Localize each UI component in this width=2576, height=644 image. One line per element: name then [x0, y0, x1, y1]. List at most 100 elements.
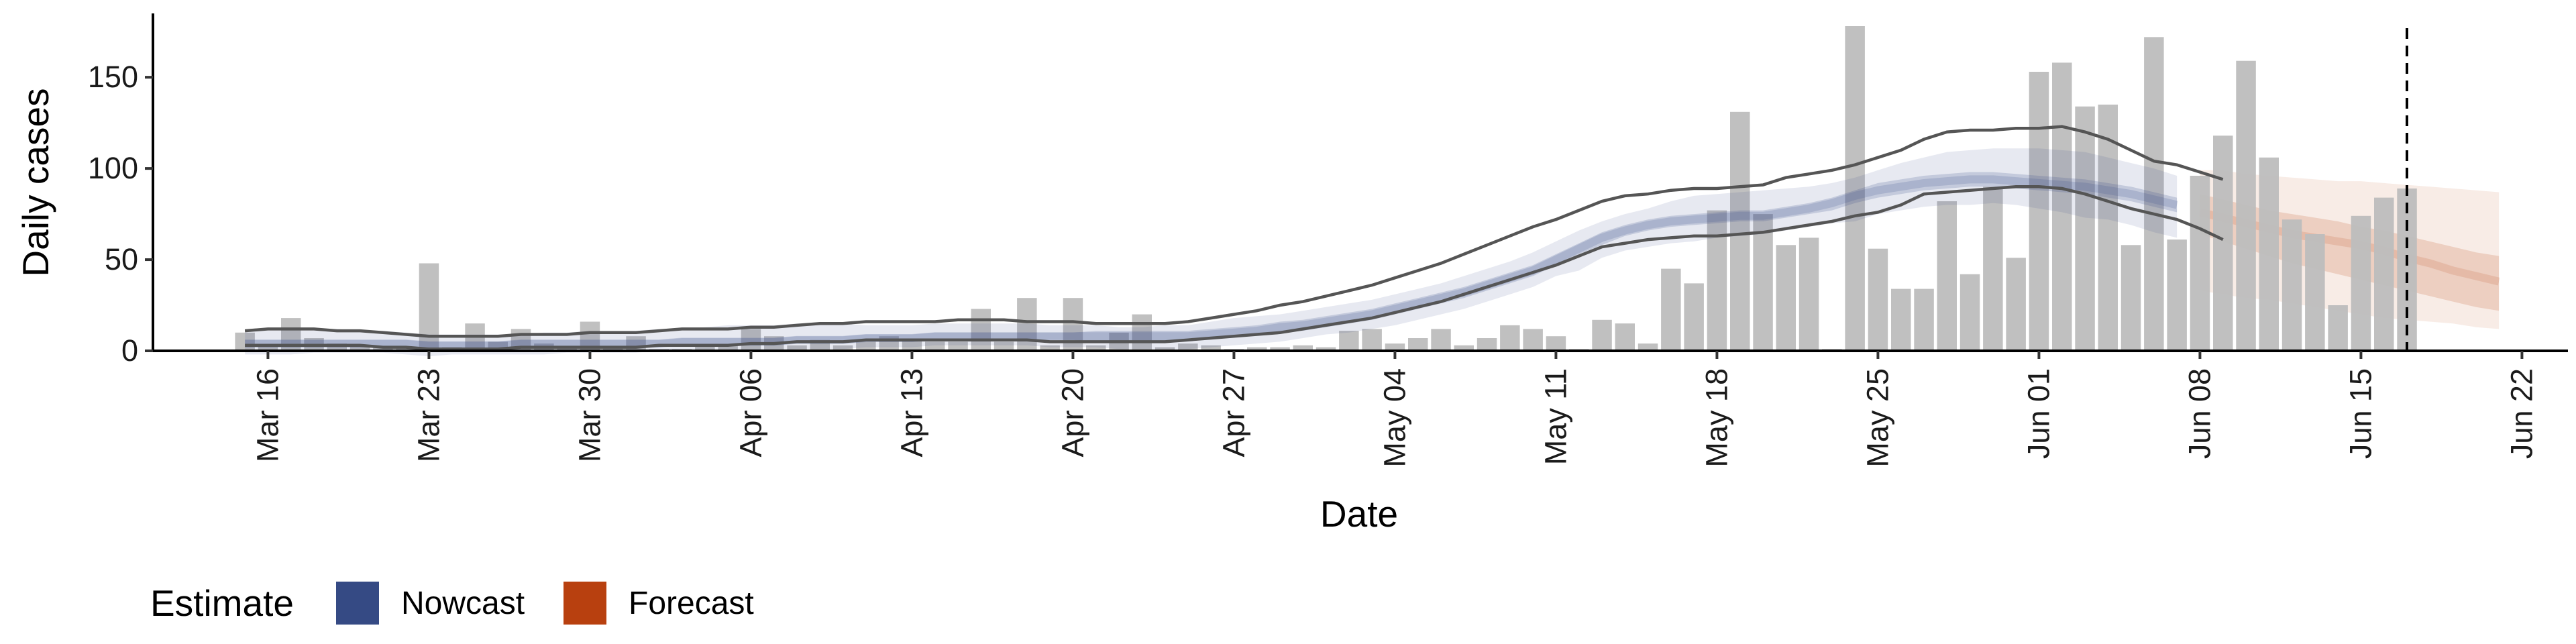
case-bar	[1891, 288, 1911, 351]
case-bar	[2374, 197, 2394, 351]
case-bar	[1316, 347, 1336, 351]
case-bar	[2167, 239, 2187, 351]
upper-bound-line	[244, 125, 2224, 338]
case-bar	[856, 341, 876, 351]
x-tick-label: Apr 13	[894, 368, 928, 458]
case-bar	[1293, 345, 1313, 351]
case-bar	[1661, 268, 1681, 351]
legend-title: Estimate	[150, 582, 294, 624]
case-bar	[1339, 331, 1359, 351]
y-tick-label: 100	[88, 151, 138, 185]
case-bar	[1546, 336, 1566, 351]
lower-bound-line	[245, 185, 2224, 351]
x-tick-label: May 25	[1860, 368, 1894, 468]
case-bar	[902, 339, 922, 351]
case-bar	[1914, 288, 1934, 351]
x-tick-label: Mar 23	[411, 368, 445, 462]
x-tick-label: May 04	[1377, 368, 1411, 468]
case-bar	[1017, 298, 1037, 351]
case-bar	[1638, 343, 1658, 351]
case-bar	[994, 341, 1014, 351]
nowcast-band-90	[245, 148, 2178, 357]
x-tick-label: Jun 08	[2182, 368, 2216, 459]
case-bar	[1247, 347, 1267, 351]
case-bar	[1040, 345, 1060, 351]
y-tick-label: 50	[105, 242, 138, 276]
case-bar	[1132, 314, 1152, 351]
legend-swatch-forecast	[564, 582, 606, 625]
nowcast-layer	[245, 148, 2178, 357]
case-bar	[396, 347, 416, 351]
legend-label-nowcast: Nowcast	[401, 586, 525, 621]
case-bar	[2282, 219, 2302, 351]
case-bar	[1155, 347, 1175, 351]
case-bar	[2397, 189, 2417, 351]
x-tick-label: Apr 06	[733, 368, 767, 458]
case-bar	[327, 343, 347, 351]
x-tick-label: Jun 01	[2021, 368, 2055, 459]
case-bar	[1776, 245, 1796, 351]
case-bar	[1086, 345, 1106, 351]
case-bar	[1983, 186, 2003, 351]
case-bar	[2144, 37, 2164, 352]
nowcast-band-30	[245, 172, 2178, 350]
case-bar	[1454, 345, 1474, 351]
case-bar	[603, 347, 623, 351]
case-bar	[2328, 305, 2348, 351]
x-tick-label: Apr 20	[1055, 368, 1089, 458]
case-bar	[1523, 329, 1543, 351]
case-bar	[1960, 274, 1980, 351]
x-tick-label: Mar 16	[250, 368, 284, 462]
case-bar	[1500, 325, 1520, 351]
x-tick-label: Apr 27	[1216, 368, 1250, 458]
case-bar	[2351, 215, 2371, 351]
case-bar	[1477, 338, 1497, 351]
case-bar	[2259, 157, 2279, 352]
case-bar	[1201, 345, 1221, 351]
bounds-layer	[244, 125, 2224, 351]
case-bar	[2075, 106, 2095, 351]
case-bar	[787, 345, 807, 351]
case-bar	[1845, 26, 1865, 351]
legend-label-forecast: Forecast	[629, 586, 754, 621]
y-axis-title: Daily cases	[15, 88, 56, 276]
case-bar	[1385, 343, 1405, 351]
bars-layer	[235, 26, 2417, 352]
case-bar	[695, 345, 715, 351]
case-bar	[741, 329, 761, 351]
case-bar	[925, 341, 945, 351]
case-bar	[1592, 319, 1612, 351]
case-bar	[1178, 343, 1198, 351]
x-tick-label: Jun 15	[2343, 368, 2377, 459]
x-tick-label: May 18	[1699, 368, 1733, 468]
case-bar	[1753, 214, 1773, 351]
legend-swatch-nowcast	[336, 582, 379, 625]
y-tick-label: 0	[121, 333, 138, 368]
case-bar	[2236, 60, 2256, 351]
legend: Estimate Nowcast Forecast	[150, 582, 754, 625]
case-bar	[557, 347, 577, 351]
case-bar	[1799, 237, 1819, 351]
case-bar	[1684, 283, 1704, 351]
case-bar	[2121, 245, 2141, 351]
case-bar	[1707, 210, 1727, 351]
case-bar	[2098, 104, 2118, 351]
case-bar	[718, 345, 738, 351]
case-bar	[235, 332, 255, 351]
case-bar	[1937, 201, 1957, 351]
x-axis-ticks: Mar 16 Mar 23 Mar 30 Apr 06 Apr 13 Apr 20 Apr …	[250, 351, 2538, 468]
case-bar	[2190, 176, 2210, 351]
case-bar	[1270, 347, 1290, 351]
x-tick-label: May 11	[1538, 368, 1572, 465]
case-bar	[833, 345, 853, 351]
case-bar	[1362, 329, 1382, 351]
nowcast-median-line	[245, 175, 2178, 350]
case-bar	[1730, 111, 1750, 352]
case-bar	[258, 345, 278, 351]
x-tick-label: Mar 30	[572, 368, 606, 462]
case-bar	[948, 341, 968, 351]
case-bar	[2305, 234, 2325, 351]
case-bar	[2213, 136, 2233, 351]
case-bar	[1408, 338, 1428, 351]
